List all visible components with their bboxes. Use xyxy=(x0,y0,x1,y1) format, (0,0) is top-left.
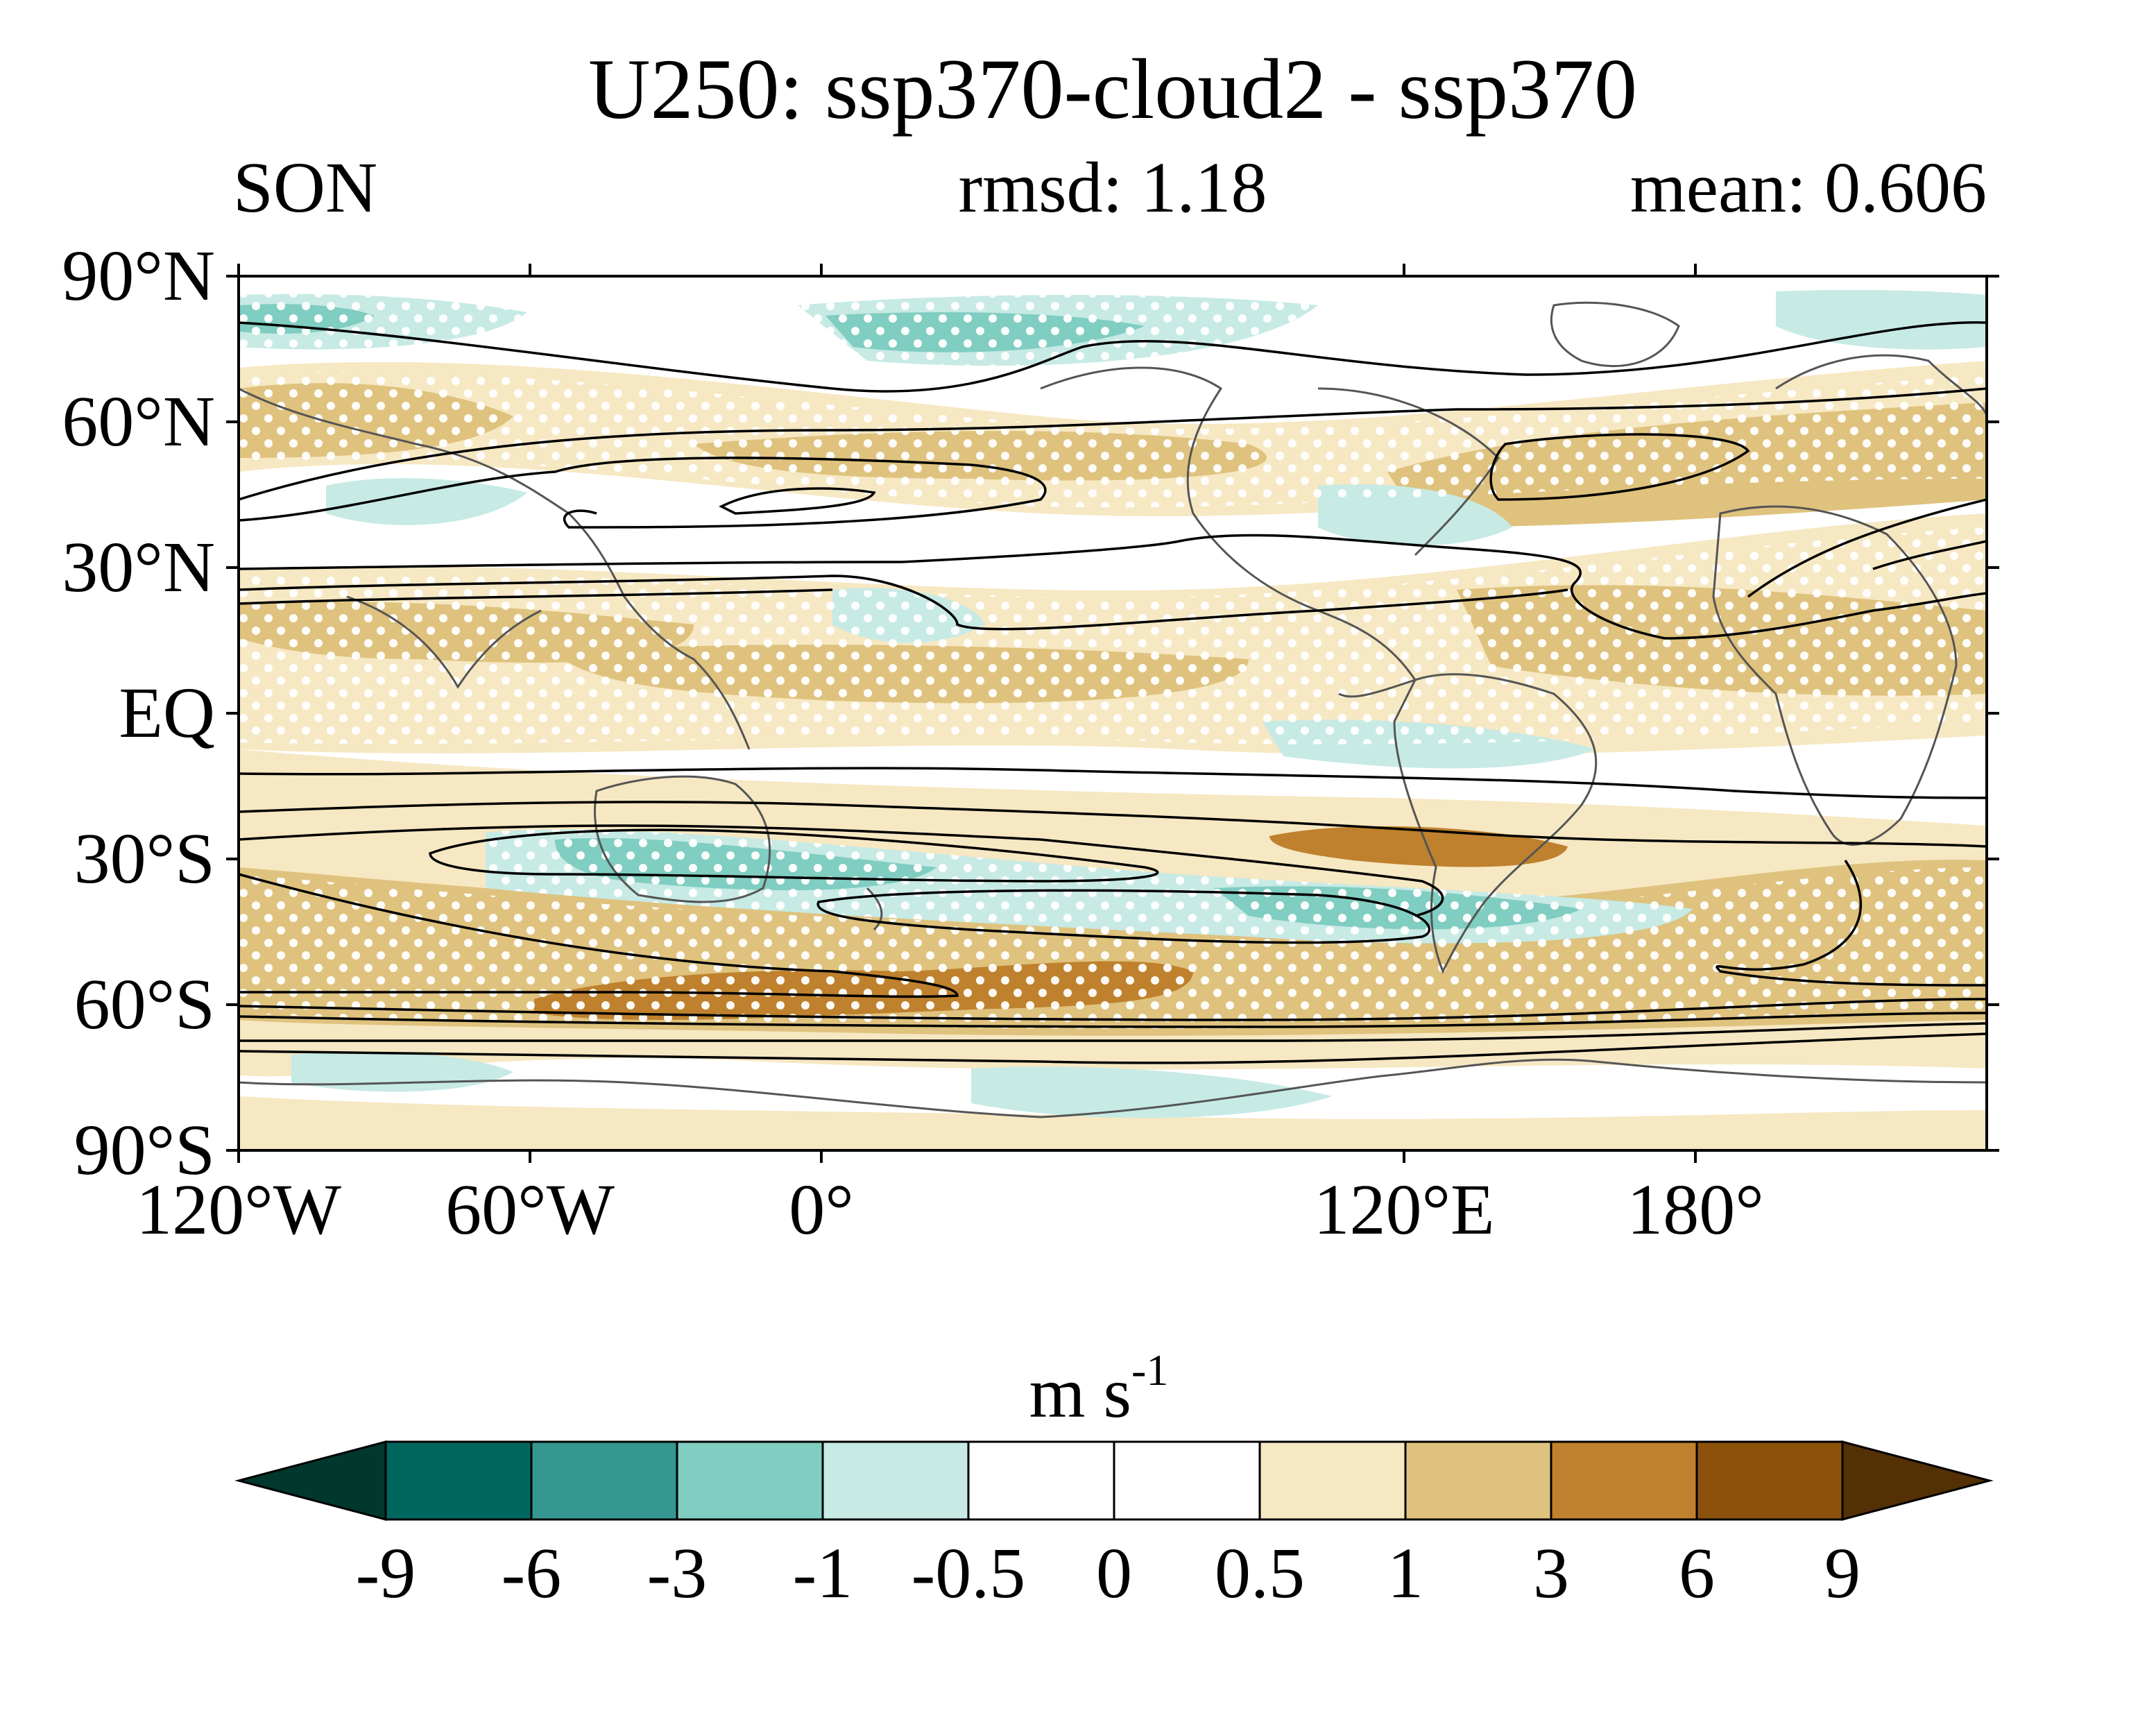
colorbar-level-label: 3 xyxy=(1533,1533,1569,1613)
contour-sh-1 xyxy=(239,767,1987,799)
colorbar-level-label: -6 xyxy=(502,1533,562,1613)
figure-title: U250: ssp370-cloud2 - ssp370 xyxy=(588,42,1637,137)
colorbar-units-exponent: -1 xyxy=(1131,1345,1168,1395)
season-label: SON xyxy=(233,148,377,228)
latitude-axis: 90°N 60°N 30°N EQ 30°S 60°S 90°S xyxy=(62,236,1999,1190)
colorbar-box xyxy=(967,1440,1115,1521)
colorbar-box xyxy=(384,1440,533,1521)
lat-tick-label: 90°N xyxy=(62,236,215,316)
contour-sh-6 xyxy=(239,998,1987,1021)
lon-tick-label: 120°W xyxy=(136,1170,341,1250)
coast-australia xyxy=(594,775,771,903)
colorbar-level-label: 9 xyxy=(1824,1533,1860,1613)
shade-sh-brown-east xyxy=(1269,826,1568,867)
contour-st-3 xyxy=(239,588,833,605)
mean-label: mean: 0.606 xyxy=(1630,148,1987,228)
stipple-overlay xyxy=(239,293,1987,1029)
shade-nh-teal-pacific xyxy=(326,478,527,525)
contours xyxy=(239,321,1987,1064)
lat-tick-label: 90°S xyxy=(74,1110,215,1190)
colorbar: -9 -6 -3 -1 -0.5 0 0.5 1 3 6 9 xyxy=(234,1440,1994,1613)
colorbar-units-base: m s xyxy=(1029,1353,1131,1433)
colorbar-extend-max xyxy=(1841,1440,1994,1521)
coast-south-america xyxy=(1393,673,1598,974)
lon-tick-label: 0° xyxy=(789,1170,854,1250)
colorbar-box xyxy=(821,1440,970,1521)
colorbar-level-label: -9 xyxy=(356,1533,416,1613)
rmsd-label: rmsd: 1.18 xyxy=(959,148,1267,228)
colorbar-extend-min xyxy=(234,1440,387,1521)
lat-tick-label: 30°S xyxy=(74,819,215,899)
coast-india xyxy=(346,595,542,689)
contour-nh-jet xyxy=(719,487,876,515)
coast-africa xyxy=(1712,505,1958,846)
contour-st-2 xyxy=(239,574,1568,631)
shade-arctic-teal-east xyxy=(1776,289,1987,350)
contour-nh-atl xyxy=(1489,433,1750,501)
lon-tick-label: 60°W xyxy=(445,1170,615,1250)
coast-na-east xyxy=(1317,387,1500,556)
colorbar-level-label: 0.5 xyxy=(1215,1533,1305,1613)
colorbar-box xyxy=(1113,1440,1261,1521)
contour-nh-3 xyxy=(239,457,1047,529)
colorbar-level-label: 6 xyxy=(1679,1533,1715,1613)
contour-st-east xyxy=(1747,498,1987,598)
map-panel xyxy=(239,276,1987,1150)
colorbar-box xyxy=(676,1440,824,1521)
colorbar-box xyxy=(1695,1440,1844,1521)
contour-sh-ring2 xyxy=(816,889,1431,944)
lat-tick-label: 30°N xyxy=(62,527,215,607)
lat-tick-label: EQ xyxy=(119,673,215,753)
contour-sh-5 xyxy=(1716,860,1987,987)
lat-tick-label: 60°N xyxy=(62,382,215,461)
contour-sh-7 xyxy=(239,1012,1987,1028)
colorbar-level-label: 1 xyxy=(1387,1533,1423,1613)
colorbar-box xyxy=(1404,1440,1552,1521)
coast-asia xyxy=(239,387,751,750)
colorbar-level-label: -3 xyxy=(647,1533,708,1613)
contour-sh-4 xyxy=(239,873,959,998)
longitude-axis: 120°E 180° 120°W 60°W 0° xyxy=(136,264,1764,1250)
contour-sh-9 xyxy=(239,1032,1987,1064)
colorbar-box xyxy=(1550,1440,1698,1521)
shade-antarctic-teal2 xyxy=(971,1066,1332,1118)
colorbar-level-label: 0 xyxy=(1096,1533,1132,1613)
contour-nh-2 xyxy=(239,387,1987,501)
colorbar-units: m s-1 xyxy=(1029,1345,1169,1433)
colorbar-level-label: -0.5 xyxy=(912,1533,1026,1613)
coastlines xyxy=(239,301,1987,1118)
contour-nh-1 xyxy=(239,321,1987,393)
lon-tick-label: 180° xyxy=(1627,1170,1764,1250)
coast-greenland xyxy=(1550,301,1680,368)
colorbar-box xyxy=(1258,1440,1407,1521)
contour-sh-2 xyxy=(239,801,1987,848)
contour-sh-3 xyxy=(239,824,1444,917)
colorbar-level-label: -1 xyxy=(793,1533,853,1613)
lat-tick-label: 60°S xyxy=(74,964,215,1044)
coast-europe xyxy=(1775,354,1987,417)
contour-sh-ring xyxy=(429,828,1159,883)
contour-st-1 xyxy=(239,534,1987,640)
colorbar-box xyxy=(530,1440,678,1521)
contour-sh-8 xyxy=(239,1022,1987,1042)
coast-antarctica xyxy=(239,1058,1987,1118)
contour-st-east2 xyxy=(1872,540,1987,570)
coast-nz xyxy=(866,887,883,931)
shade-polar-tan xyxy=(239,1096,1987,1150)
lon-tick-label: 120°E xyxy=(1313,1170,1494,1250)
